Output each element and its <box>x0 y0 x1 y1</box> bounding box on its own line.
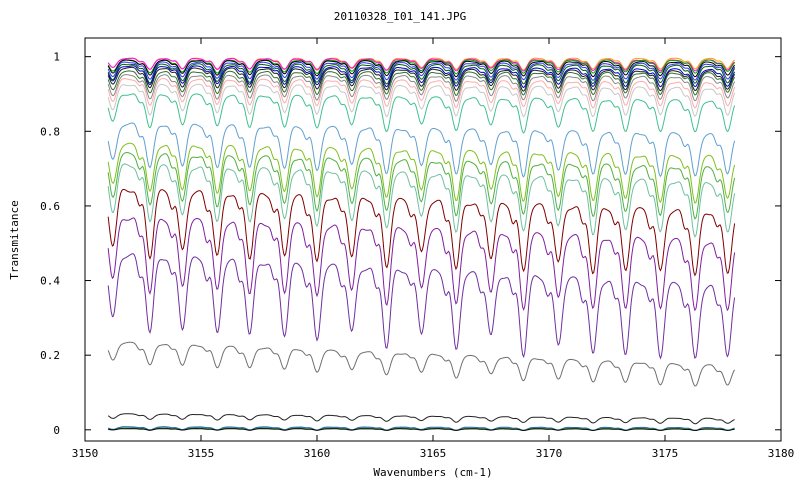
series-line <box>107 59 735 75</box>
series-line <box>107 59 736 78</box>
series-line <box>107 61 736 81</box>
series-line <box>108 428 735 431</box>
y-tick-label: 1 <box>53 51 60 64</box>
x-tick-label: 3155 <box>188 447 215 460</box>
series-line <box>107 413 735 425</box>
y-tick-label: 0 <box>53 424 60 437</box>
x-tick-label: 3165 <box>420 447 447 460</box>
series-line <box>107 93 736 134</box>
series-line <box>107 74 736 102</box>
chart-title: 20110328_I01_141.JPG <box>333 10 467 23</box>
y-axis-ticks: 0 0.2 0.4 0.6 0.8 1 <box>40 51 781 437</box>
series-line <box>107 122 736 178</box>
x-axis-ticks: 3150 3155 3160 3165 3170 3175 3180 <box>72 38 795 460</box>
series-line <box>107 151 736 220</box>
x-tick-label: 3170 <box>536 447 563 460</box>
plot-frame <box>84 37 782 442</box>
y-tick-label: 0.4 <box>40 275 60 288</box>
series-line <box>107 57 735 72</box>
series-line <box>107 83 736 118</box>
series-layer <box>107 57 736 431</box>
series-line <box>107 163 736 238</box>
series-line <box>107 341 736 387</box>
series-line <box>107 253 736 360</box>
series-line <box>107 188 736 277</box>
y-tick-label: 0.2 <box>40 349 60 362</box>
series-line <box>107 63 736 85</box>
series-line <box>107 70 736 96</box>
y-tick-label: 0.6 <box>40 200 60 213</box>
series-line <box>107 78 736 109</box>
x-tick-label: 3160 <box>304 447 331 460</box>
x-tick-label: 3150 <box>72 447 99 460</box>
y-axis-label: Transmitance <box>8 200 21 279</box>
x-tick-label: 3175 <box>652 447 679 460</box>
x-axis-label: Wavenumbers (cm-1) <box>373 466 492 479</box>
x-tick-label: 3180 <box>768 447 795 460</box>
series-line <box>107 65 736 89</box>
series-line <box>107 217 736 312</box>
y-tick-label: 0.8 <box>40 125 60 138</box>
series-line <box>107 142 736 204</box>
series-line <box>107 66 736 92</box>
